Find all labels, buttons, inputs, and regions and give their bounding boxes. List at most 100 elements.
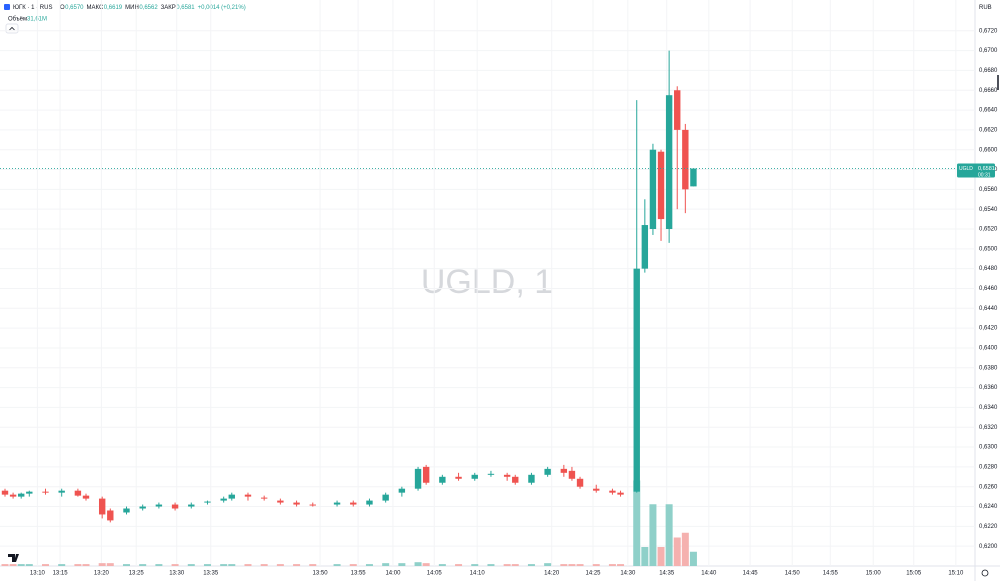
volume-bar — [511, 564, 519, 566]
candle-body — [155, 504, 163, 507]
x-tick-label: 13:20 — [94, 571, 110, 577]
y-tick-label: 0,6520 — [979, 227, 998, 233]
y-tick-label: 0,6360 — [979, 385, 998, 391]
volume-bar — [544, 563, 552, 566]
volume-bar — [487, 564, 495, 566]
volume-bar — [665, 504, 673, 566]
x-tick-label: 14:20 — [544, 571, 560, 577]
volume-bar — [657, 547, 665, 566]
change: +0,0014 (+0,21%) — [198, 5, 246, 11]
candle-body — [674, 90, 681, 130]
y-tick-label: 0,6620 — [979, 127, 998, 133]
collapse-icon — [9, 26, 15, 31]
x-tick-label: 14:05 — [427, 571, 443, 577]
candle-body — [309, 504, 316, 506]
candle-body — [422, 466, 430, 483]
candle-body — [609, 490, 616, 493]
volume-label: Объём — [8, 17, 27, 23]
y-tick-label: 0,6600 — [979, 147, 998, 153]
y-tick-label: 0,6460 — [979, 286, 998, 292]
y-tick-label: 0,6380 — [979, 365, 998, 371]
x-tick-label: 13:15 — [53, 571, 69, 577]
candle-body — [74, 490, 82, 496]
x-tick-label: 14:55 — [823, 571, 839, 577]
candle-body — [568, 470, 576, 479]
volume-bar — [276, 564, 284, 566]
candle-body — [649, 149, 657, 230]
volume-bar — [576, 564, 584, 566]
collapse-button[interactable] — [5, 23, 19, 34]
candle-body — [139, 506, 146, 509]
price-tag — [957, 163, 995, 178]
volume-bar — [592, 564, 600, 566]
x-tick-label: 13:35 — [203, 571, 219, 577]
volume-bar — [414, 562, 422, 566]
y-tick-label: 0,6720 — [979, 28, 998, 34]
volume-bar — [17, 564, 25, 566]
y-tick-label: 0,6200 — [979, 544, 998, 550]
candle-body — [260, 497, 268, 499]
y-tick-label: 0,6340 — [979, 405, 998, 411]
legend-label: О — [60, 5, 65, 11]
candle-body — [682, 129, 689, 190]
candle-body — [633, 268, 640, 492]
candle-body — [414, 468, 422, 489]
volume-bar — [25, 564, 33, 566]
volume-bar — [568, 564, 576, 566]
symbol[interactable]: ЮГК · 1 · RUS — [13, 5, 52, 11]
candle-body — [228, 494, 235, 499]
y-tick-label: 0,6680 — [979, 68, 998, 74]
volume-bar — [455, 564, 463, 566]
candle-body — [455, 476, 462, 479]
volume-bar — [122, 564, 130, 566]
x-tick-label: 14:45 — [743, 571, 759, 577]
x-tick-label: 14:30 — [620, 571, 636, 577]
candle-body — [617, 492, 624, 495]
candle-body — [293, 502, 300, 505]
volume-bar — [633, 480, 641, 566]
candle-body — [576, 478, 584, 487]
legend-label: ЗАКР — [161, 5, 176, 11]
y-tick-label: 0,6300 — [979, 445, 998, 451]
x-tick-label: 13:50 — [313, 571, 329, 577]
legend-value: 0,6562 — [139, 5, 158, 11]
candle-body — [9, 494, 17, 497]
x-tick-label: 14:50 — [785, 571, 801, 577]
y-tick-label: 0,6540 — [979, 207, 998, 213]
candle-body — [665, 95, 673, 230]
candle-body — [277, 500, 284, 503]
volume-bar — [187, 564, 195, 566]
volume-bar — [220, 564, 228, 566]
candle-body — [123, 508, 130, 513]
candle-body — [82, 495, 90, 499]
currency[interactable]: RUB — [979, 5, 992, 11]
candle-body — [366, 500, 373, 505]
candle-body — [657, 151, 665, 220]
price-tag-timer: 00:31 — [978, 172, 991, 178]
price-tag-name: UGLD — [959, 166, 973, 172]
x-tick-label: 13:25 — [129, 571, 145, 577]
x-tick-label: 15:00 — [866, 571, 882, 577]
volume-bar — [260, 564, 268, 566]
volume-bar — [349, 564, 357, 566]
settings-button[interactable] — [981, 569, 989, 577]
volume-bar — [641, 547, 649, 566]
logo — [8, 554, 19, 562]
candle-body — [204, 501, 211, 503]
x-tick-label: 14:25 — [585, 571, 601, 577]
candle-body — [26, 491, 33, 494]
x-tick-label: 15:10 — [948, 571, 964, 577]
y-tick-label: 0,6700 — [979, 48, 998, 54]
volume-bar — [382, 563, 390, 566]
candle-body — [350, 502, 357, 505]
volume-bar — [228, 564, 236, 566]
candle-body — [171, 504, 179, 509]
y-tick-label: 0,6320 — [979, 425, 998, 431]
x-tick-label: 14:00 — [385, 571, 401, 577]
volume-bar — [560, 564, 568, 566]
legend-value: 0,6619 — [104, 5, 123, 11]
candle-body — [503, 474, 511, 477]
candle-body — [58, 490, 65, 493]
y-tick-label: 0,6480 — [979, 266, 998, 272]
volume-bar — [398, 563, 406, 566]
